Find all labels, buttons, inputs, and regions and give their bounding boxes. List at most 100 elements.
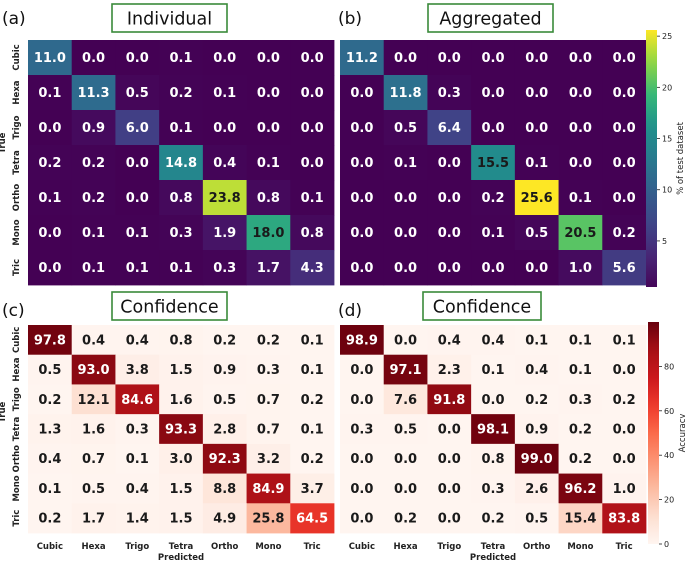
title-box <box>111 3 228 33</box>
heatmap-cell <box>115 75 160 111</box>
col-tick-label: Trigo <box>125 542 149 552</box>
cell-value-label: 0.0 <box>350 452 373 467</box>
heatmap-cell <box>246 354 291 385</box>
cell-value-label: 0.1 <box>525 156 548 171</box>
cell-value-label: 0.0 <box>613 156 636 171</box>
heatmap-cell <box>115 40 160 76</box>
heatmap-cell <box>159 215 204 251</box>
cell-value-label: 1.4 <box>126 512 149 527</box>
heatmap-cell <box>602 443 647 474</box>
cell-value-label: 20.5 <box>564 226 596 241</box>
title-box <box>111 291 228 321</box>
heatmap-cell <box>514 215 559 251</box>
heatmap-cell <box>290 110 335 146</box>
heatmap-cell <box>558 215 603 251</box>
heatmap-cell <box>514 384 559 415</box>
heatmap-cell <box>340 414 385 445</box>
heatmap-cell <box>514 180 559 216</box>
heatmap-cell <box>159 384 204 415</box>
heatmap-cell <box>471 443 516 474</box>
cell-value-label: 0.1 <box>569 333 592 348</box>
heatmap-cell <box>427 354 472 385</box>
cell-value-label: 0.5 <box>525 226 548 241</box>
heatmap-cell <box>383 75 428 111</box>
cell-value-label: 0.1 <box>301 363 324 378</box>
cell-value-label: 64.5 <box>296 512 328 527</box>
cell-value-label: 12.1 <box>78 393 110 408</box>
cell-value-label: 0.1 <box>613 333 636 348</box>
heatmap-cell <box>340 250 385 286</box>
cell-value-label: 0.1 <box>257 156 280 171</box>
heatmap-cell <box>246 40 291 76</box>
cell-value-label: 0.7 <box>257 423 280 438</box>
cell-value-label: 0.0 <box>525 121 548 136</box>
heatmap-cell <box>115 443 160 474</box>
cell-value-label: 0.4 <box>82 333 105 348</box>
heatmap-cell <box>427 503 472 534</box>
heatmap-cell <box>383 110 428 146</box>
heatmap-cell <box>28 40 73 76</box>
heatmap-cell <box>471 215 516 251</box>
heatmap-cell <box>71 325 116 356</box>
cell-value-label: 0.0 <box>438 482 461 497</box>
cell-value-label: 0.0 <box>350 512 373 527</box>
row-tick-label: Cubic <box>12 327 22 353</box>
heatmap-cell <box>159 110 204 146</box>
heatmap-cell <box>115 215 160 251</box>
heatmap-cell <box>602 40 647 76</box>
heatmap-cell <box>514 354 559 385</box>
cell-value-label: 0.0 <box>481 393 504 408</box>
cell-value-label: 0.1 <box>213 86 236 101</box>
cell-value-label: 92.3 <box>209 452 241 467</box>
heatmap-cell <box>602 145 647 181</box>
cell-value-label: 1.7 <box>257 261 280 276</box>
heatmap-cell <box>383 180 428 216</box>
cell-value-label: 0.1 <box>169 51 192 66</box>
heatmap-cell <box>383 414 428 445</box>
heatmap-cell <box>71 215 116 251</box>
colorbar-label: Accuracy <box>678 414 685 453</box>
cell-value-label: 0.0 <box>613 191 636 206</box>
heatmap-cell <box>290 250 335 286</box>
cell-value-label: 0.0 <box>613 86 636 101</box>
heatmap-cell <box>340 354 385 385</box>
heatmap-cell <box>246 215 291 251</box>
heatmap-cell <box>71 503 116 534</box>
heatmap-cell <box>202 503 247 534</box>
cell-value-label: 0.0 <box>525 261 548 276</box>
heatmap-cell <box>202 110 247 146</box>
cell-value-label: 5.6 <box>613 261 636 276</box>
heatmap-cell <box>602 414 647 445</box>
colorbar-tick-label: 80 <box>664 362 674 371</box>
cell-value-label: 0.1 <box>126 452 149 467</box>
row-tick-label: Hexa <box>12 80 22 104</box>
cell-value-label: 0.0 <box>394 191 417 206</box>
row-tick-label: Trigo <box>12 115 22 139</box>
cell-value-label: 0.0 <box>394 452 417 467</box>
col-tick-label: Tric <box>304 542 321 552</box>
cell-value-label: 1.0 <box>613 482 636 497</box>
col-tick-label: Tetra <box>169 542 194 552</box>
heatmap-cell <box>383 250 428 286</box>
heatmap-cell <box>471 75 516 111</box>
cell-value-label: 91.8 <box>433 393 465 408</box>
heatmap-cell <box>71 384 116 415</box>
heatmap-cell <box>558 384 603 415</box>
cell-value-label: 0.8 <box>257 191 280 206</box>
heatmap-cell <box>115 180 160 216</box>
cell-value-label: 0.2 <box>82 156 105 171</box>
cell-value-label: 93.0 <box>78 363 110 378</box>
cell-value-label: 0.2 <box>481 512 504 527</box>
row-tick-label: Ortho <box>12 445 22 473</box>
heatmap-cell <box>471 354 516 385</box>
cell-value-label: 1.6 <box>82 423 105 438</box>
heatmap-cell <box>514 145 559 181</box>
colorbar-label: % of test dataset <box>676 121 685 195</box>
heatmap-cell <box>246 110 291 146</box>
row-tick-label: Tetra <box>12 417 22 442</box>
title-box <box>427 3 554 33</box>
cell-value-label: 0.0 <box>350 156 373 171</box>
heatmap-cell <box>290 215 335 251</box>
heatmap-cell <box>514 503 559 534</box>
row-tick-label: Mono <box>12 219 22 245</box>
